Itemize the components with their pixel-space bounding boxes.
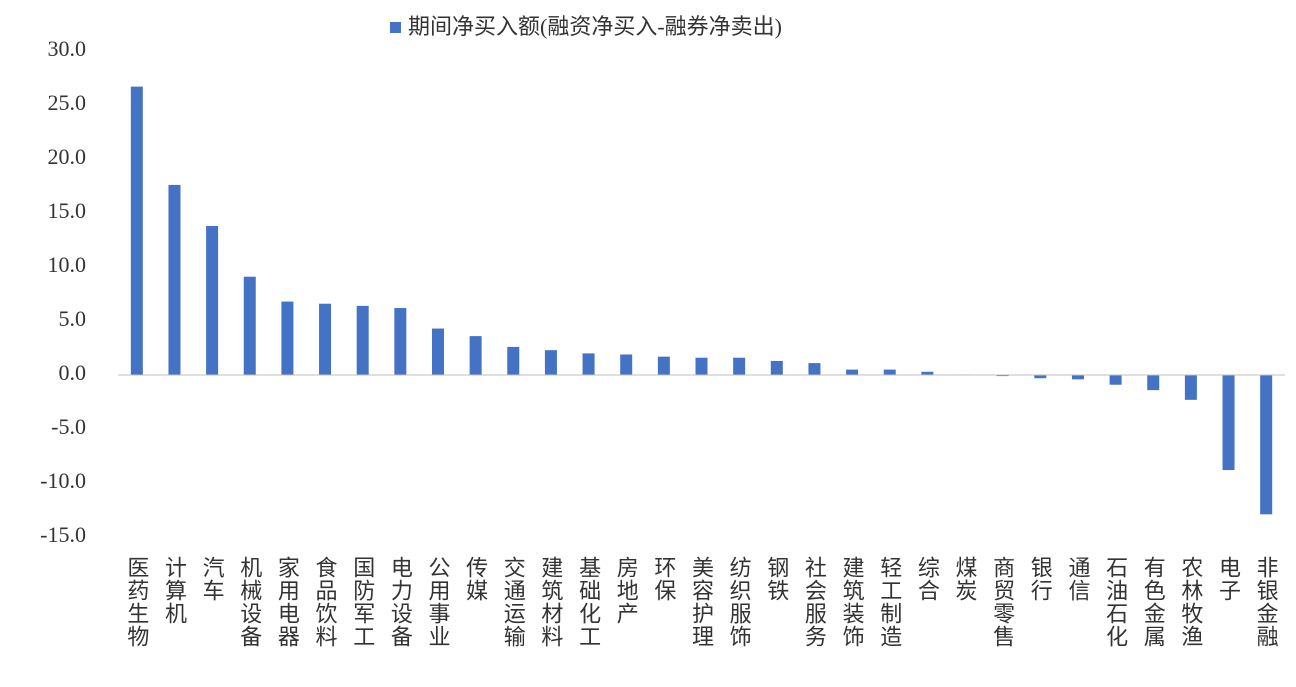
x-tick-label: 基础化工	[576, 556, 601, 648]
bar	[1184, 375, 1197, 400]
bar	[1147, 375, 1160, 391]
bar	[544, 350, 557, 375]
x-tick-label: 钢铁	[764, 556, 789, 602]
y-tick-label: 0.0	[59, 360, 87, 385]
y-tick-label: 25.0	[48, 90, 87, 115]
x-tick-label: 家用电器	[275, 556, 300, 648]
x-tick-label: 银行	[1028, 556, 1053, 602]
bar	[921, 371, 934, 375]
bar	[319, 303, 332, 375]
y-tick-label: 30.0	[48, 36, 87, 61]
bar	[469, 336, 482, 375]
bar	[1034, 375, 1047, 379]
legend-swatch	[390, 22, 401, 33]
bar	[1260, 375, 1273, 515]
x-tick-label: 交通运输	[501, 556, 526, 648]
bar	[356, 305, 369, 375]
bar	[1222, 375, 1235, 471]
x-tick-label: 汽车	[200, 556, 225, 602]
bar	[168, 184, 181, 375]
x-tick-label: 美容护理	[689, 556, 714, 648]
x-tick-label: 医药生物	[124, 556, 149, 648]
x-tick-label: 环保	[651, 556, 676, 602]
bar	[996, 375, 1009, 377]
bar	[431, 328, 444, 375]
bar	[657, 356, 670, 375]
y-tick-label: 5.0	[59, 306, 87, 331]
x-tick-label: 综合	[915, 556, 940, 602]
bar	[507, 346, 520, 375]
y-tick-label: -10.0	[40, 468, 86, 493]
y-tick-label: -5.0	[51, 414, 86, 439]
bar	[206, 225, 219, 375]
bar	[846, 369, 859, 375]
x-tick-label: 计算机	[162, 556, 187, 625]
y-tick-label: 10.0	[48, 252, 87, 277]
bar	[281, 301, 294, 375]
x-tick-label: 非银金融	[1254, 556, 1279, 648]
x-tick-label: 石油石化	[1103, 556, 1128, 648]
x-tick-label: 农林牧渔	[1178, 556, 1203, 648]
y-tick-label: 15.0	[48, 198, 87, 223]
x-tick-label: 国防军工	[350, 556, 375, 648]
x-tick-label: 建筑装饰	[840, 556, 865, 648]
bar	[1071, 375, 1084, 380]
x-tick-label: 公用事业	[425, 556, 450, 648]
x-tick-label: 社会服务	[802, 556, 827, 648]
bar	[394, 308, 407, 375]
x-tick-label: 食品饮料	[313, 556, 338, 648]
x-tick-label: 通信	[1065, 556, 1090, 602]
bar	[582, 353, 595, 375]
bar	[620, 354, 633, 375]
x-tick-label: 煤炭	[953, 556, 978, 602]
bar	[130, 86, 143, 375]
y-tick-label: -15.0	[40, 522, 86, 547]
bar	[808, 363, 821, 375]
x-tick-label: 商贸零售	[990, 556, 1015, 648]
x-tick-label: 传媒	[463, 556, 488, 602]
y-tick-label: 20.0	[48, 144, 87, 169]
bar	[883, 369, 896, 375]
x-tick-label: 房地产	[614, 556, 639, 625]
x-tick-label: 有色金属	[1141, 556, 1166, 648]
bar	[695, 357, 708, 375]
x-tick-label: 轻工制造	[877, 556, 902, 648]
x-tick-label: 电子	[1216, 556, 1241, 602]
x-tick-label: 机械设备	[237, 556, 262, 648]
bar	[770, 360, 783, 375]
bar	[243, 276, 256, 375]
legend-label: 期间净买入额(融资净买入-融券净卖出)	[408, 14, 782, 39]
x-tick-label: 建筑材料	[538, 556, 563, 648]
bar	[1109, 375, 1122, 385]
bar	[733, 357, 746, 375]
x-tick-label: 纺织服饰	[727, 556, 752, 648]
x-tick-label: 电力设备	[388, 556, 413, 648]
